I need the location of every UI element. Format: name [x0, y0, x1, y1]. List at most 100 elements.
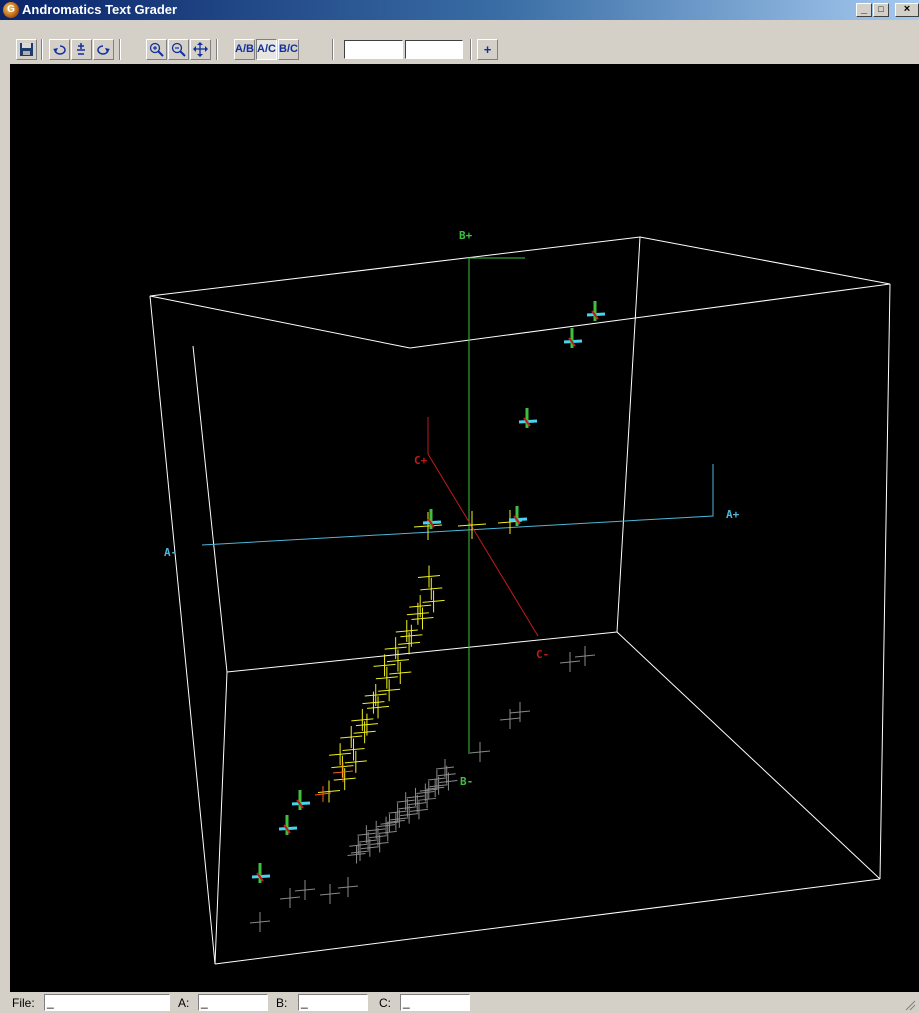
yellow-marker [422, 590, 445, 613]
view-ab-button[interactable]: A/B [234, 39, 255, 60]
b-label: B: [276, 996, 288, 1010]
axis-c-minus-label: C- [536, 648, 549, 661]
yellow-marker [364, 684, 387, 707]
gray-marker [370, 834, 389, 853]
yellow-marker [351, 708, 374, 731]
status-bar: File: _ A: _ B: _ C: _ [0, 992, 919, 1013]
gray-marker [419, 781, 438, 800]
gray-marker [279, 888, 301, 908]
pan-icon [193, 42, 208, 57]
axis-labels: A+ A- B+ B- C+ C- [164, 229, 740, 788]
yellow-marker [375, 666, 398, 689]
app-icon: G [3, 2, 19, 18]
yellow-marker [417, 565, 441, 588]
a-field: _ [198, 994, 268, 1011]
yellow-marker [409, 595, 432, 618]
rotate-left-icon [53, 45, 66, 55]
gray-marker [409, 801, 429, 820]
yellow-marker [317, 780, 341, 803]
view-bc-button[interactable]: B/C [278, 39, 299, 60]
b-field: _ [298, 994, 368, 1011]
box-edge [149, 295, 216, 965]
gray-marker [574, 646, 596, 666]
yellow-marker [400, 624, 423, 647]
box-edge [616, 236, 641, 633]
zoom-out-button[interactable] [168, 39, 189, 60]
box-top-face [149, 236, 891, 349]
gray-marker [400, 805, 419, 824]
axis-b-line [468, 257, 525, 754]
yellow-marker [384, 637, 407, 660]
yellow-marker [411, 607, 434, 630]
plot-canvas[interactable]: A+ A- B+ B- C+ C- [10, 64, 919, 992]
rgb-marker [563, 328, 583, 348]
gray-marker [349, 836, 368, 855]
gray-marker [378, 823, 397, 842]
toolbar: A/B A/C B/C + [0, 20, 919, 64]
gray-marker [435, 759, 455, 777]
gray-marker [427, 770, 446, 789]
orange-marker [314, 786, 332, 802]
gray-marker [499, 709, 521, 729]
yellow-marker [344, 750, 367, 773]
window-title: Andromatics Text Grader [22, 2, 178, 17]
rotate-left-button[interactable] [49, 39, 70, 60]
yellow-marker [331, 755, 354, 778]
toolbar-separator [470, 39, 472, 60]
gray-marker [390, 809, 409, 828]
gray-marker [337, 877, 359, 897]
axis-a-line [201, 464, 714, 546]
gray-marker [357, 825, 376, 844]
axis-a-plus-label: A+ [726, 508, 740, 521]
title-bar: G Andromatics Text Grader _ □ × [0, 0, 919, 20]
zoom-in-button[interactable] [146, 39, 167, 60]
gray-marker [416, 783, 435, 802]
gray-marker [559, 652, 581, 672]
yellow-marker [389, 661, 412, 684]
axis-c-plus-label: C+ [414, 454, 428, 467]
gray-marker [406, 787, 425, 806]
rgb-marker [518, 408, 538, 428]
gray-marker [509, 702, 531, 722]
gray-marker [376, 816, 396, 835]
zoom-in-icon [149, 42, 164, 57]
gray-marker [429, 776, 448, 795]
rotate-right-icon [97, 45, 110, 55]
slider-field-right[interactable] [405, 40, 463, 59]
gray-marker [347, 845, 366, 864]
data-markers [249, 301, 606, 932]
axis-a-minus-label: A- [164, 546, 177, 559]
gray-marker [380, 814, 399, 833]
axis-b-plus-label: B+ [459, 229, 473, 242]
yellow-marker [355, 713, 378, 736]
pan-button[interactable] [190, 39, 211, 60]
move-up-down-button[interactable] [71, 39, 92, 60]
rgb-marker [508, 506, 528, 526]
maximize-button[interactable]: □ [873, 3, 889, 17]
yellow-marker [386, 649, 410, 672]
yellow-marker [395, 619, 418, 642]
box-edge [616, 631, 881, 880]
gray-marker [418, 790, 437, 809]
toolbar-separator [216, 39, 218, 60]
minimize-button[interactable]: _ [856, 3, 872, 17]
plus-minus-icon [77, 43, 85, 55]
resize-grip-icon[interactable] [904, 999, 916, 1011]
plot-3d-scene[interactable]: A+ A- B+ B- C+ C- [10, 64, 919, 992]
save-button[interactable] [16, 39, 37, 60]
a-label: A: [178, 996, 190, 1010]
gray-marker [249, 912, 271, 932]
add-button[interactable]: + [477, 39, 498, 60]
gray-marker [367, 820, 386, 839]
box-edge [214, 878, 881, 965]
axis-b-minus-label: B- [460, 775, 473, 788]
gray-marker [469, 742, 491, 762]
rgb-marker [291, 790, 311, 810]
file-label: File: [12, 996, 35, 1010]
close-button[interactable]: × [895, 3, 919, 17]
bounding-box [149, 236, 891, 965]
view-ac-button[interactable]: A/C [256, 39, 277, 60]
gray-marker [359, 831, 378, 850]
rotate-right-button[interactable] [93, 39, 114, 60]
slider-field-left[interactable] [344, 40, 403, 59]
